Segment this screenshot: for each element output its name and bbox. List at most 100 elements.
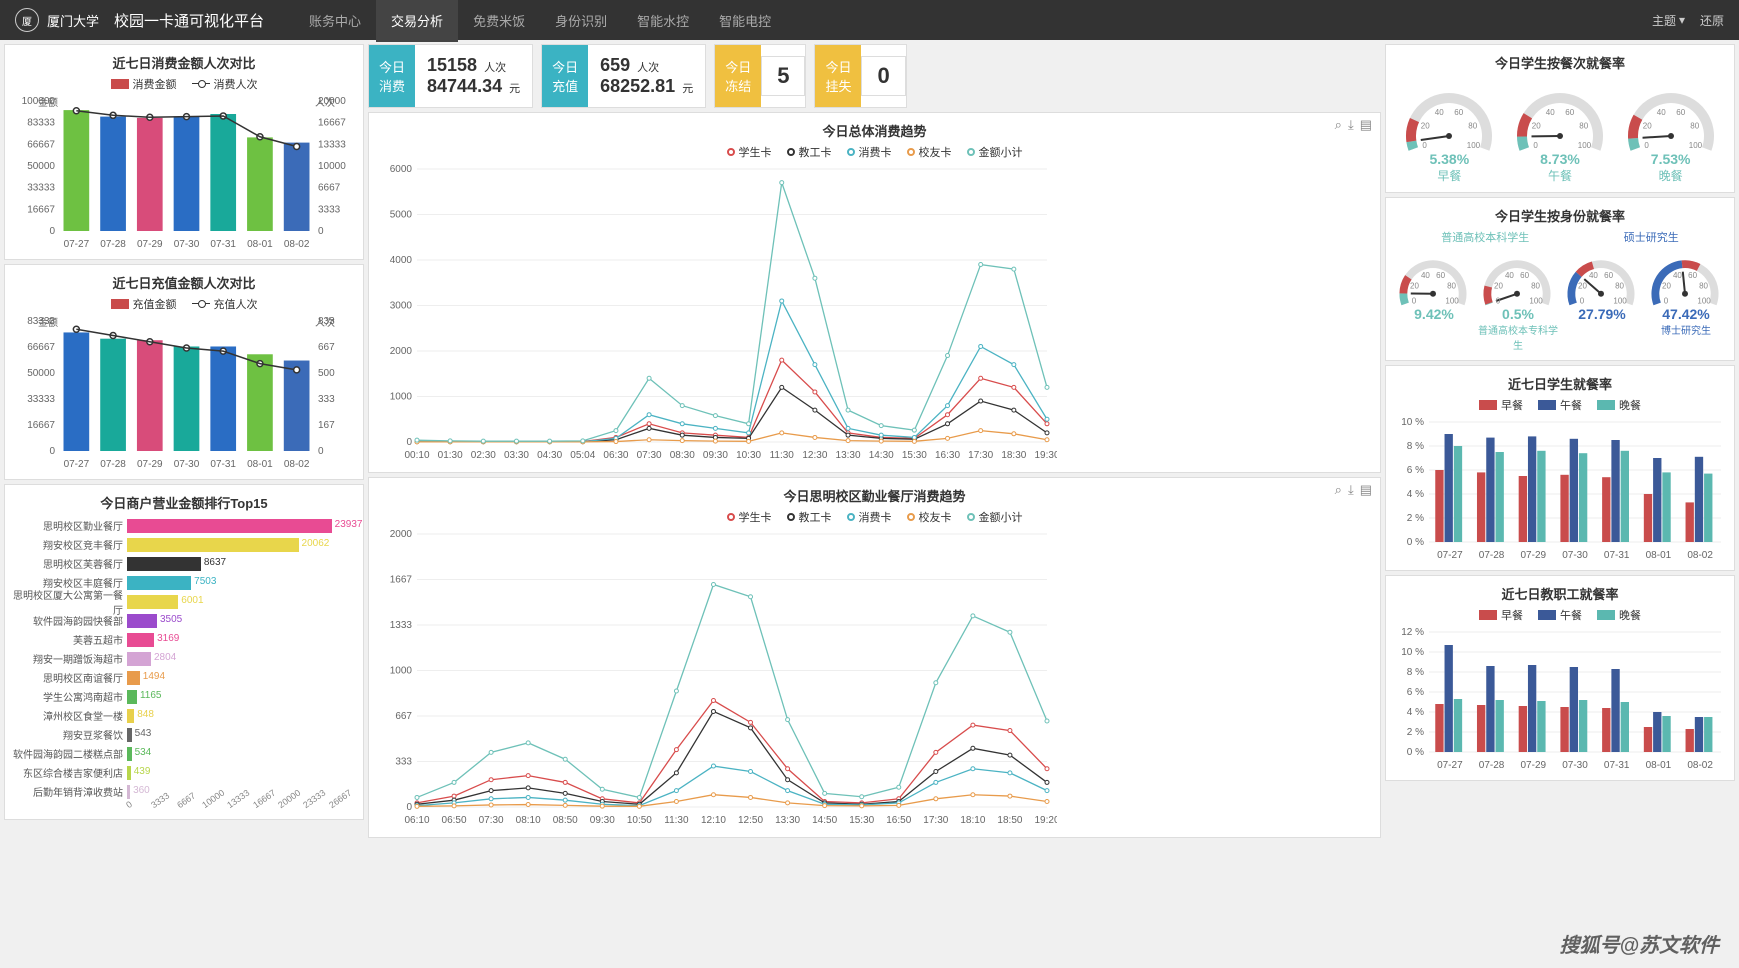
svg-text:07-28: 07-28 <box>100 459 126 470</box>
svg-text:16667: 16667 <box>27 204 55 215</box>
svg-text:02:30: 02:30 <box>471 450 496 461</box>
svg-text:0 %: 0 % <box>1407 537 1424 548</box>
svg-text:6 %: 6 % <box>1407 687 1424 698</box>
svg-text:10000: 10000 <box>318 161 346 172</box>
bar-row: 漳州校区食堂一楼848 <box>13 706 355 725</box>
svg-text:333: 333 <box>395 757 412 768</box>
panel-title: 今日学生按餐次就餐率 <box>1394 53 1726 72</box>
svg-text:0: 0 <box>1580 297 1585 306</box>
bar-row: 软件园海韵园快餐部3505 <box>13 611 355 630</box>
stat-badge: 今日挂失 <box>815 45 861 107</box>
panel-title: 近七日教职工就餐率 <box>1394 584 1726 603</box>
svg-text:08:50: 08:50 <box>553 815 578 826</box>
gauge: 0204060801000.5%普通高校本专科学生 <box>1478 247 1558 352</box>
svg-text:100: 100 <box>1578 141 1592 150</box>
svg-text:20: 20 <box>1532 121 1541 130</box>
panel-student-7day: 近七日学生就餐率 早餐午餐晚餐 0 %2 %4 %6 %8 %10 %07-27… <box>1385 365 1735 571</box>
restore-button[interactable]: 还原 <box>1700 12 1724 29</box>
list-icon[interactable]: ▤ <box>1360 482 1372 498</box>
svg-text:0 %: 0 % <box>1407 747 1424 758</box>
svg-text:07-27: 07-27 <box>64 459 90 470</box>
svg-text:06:50: 06:50 <box>442 815 467 826</box>
svg-text:金额: 金额 <box>38 316 58 329</box>
svg-text:07:30: 07:30 <box>637 450 662 461</box>
svg-text:40: 40 <box>1656 108 1665 117</box>
stat-card: 今日冻结5 <box>714 44 806 108</box>
svg-text:08-02: 08-02 <box>1687 550 1713 561</box>
svg-text:07-29: 07-29 <box>137 459 163 470</box>
nav-item[interactable]: 交易分析 <box>376 0 458 42</box>
svg-text:08-01: 08-01 <box>247 239 273 250</box>
list-icon[interactable]: ▤ <box>1360 117 1372 133</box>
gauge: 0204060801005.38%早餐 <box>1399 76 1499 184</box>
panel-title: 今日学生按身份就餐率 <box>1394 206 1726 225</box>
nav-item[interactable]: 免费米饭 <box>458 0 540 42</box>
svg-text:33333: 33333 <box>27 394 55 405</box>
bar-row: 东区综合楼吉家便利店439 <box>13 763 355 782</box>
nav-item[interactable]: 智能电控 <box>704 0 786 42</box>
svg-text:07-31: 07-31 <box>1604 550 1630 561</box>
svg-text:06:10: 06:10 <box>404 815 429 826</box>
svg-text:0: 0 <box>1533 141 1538 150</box>
panel-consume-7day: 近七日消费金额人次对比 消费金额 消费人次 016667333335000066… <box>4 44 364 260</box>
search-icon[interactable]: ⌕ <box>1335 482 1342 498</box>
svg-text:33333: 33333 <box>27 183 55 194</box>
svg-text:08-02: 08-02 <box>284 239 310 250</box>
svg-text:2000: 2000 <box>390 529 413 540</box>
university-name: 厦门大学 <box>47 11 99 30</box>
panel-canteen-trend: ⌕ ⤓ ▤ 今日思明校区勤业餐厅消费趋势 学生卡教工卡消费卡校友卡金额小计 03… <box>368 477 1381 838</box>
svg-text:17:30: 17:30 <box>968 450 993 461</box>
panel-title: 近七日学生就餐率 <box>1394 374 1726 393</box>
nav-item[interactable]: 智能水控 <box>622 0 704 42</box>
svg-text:8 %: 8 % <box>1407 667 1424 678</box>
watermark: 搜狐号@苏文软件 <box>1559 929 1719 958</box>
svg-text:07-30: 07-30 <box>174 239 200 250</box>
svg-text:100: 100 <box>1688 141 1702 150</box>
main-nav: 账务中心交易分析免费米饭身份识别智能水控智能电控 <box>294 0 786 42</box>
svg-text:08-01: 08-01 <box>1646 550 1672 561</box>
svg-text:80: 80 <box>1447 282 1456 291</box>
stat-card: 今日挂失0 <box>814 44 906 108</box>
bar-row: 思明校区厦大公寓第一餐厅6001 <box>13 592 355 611</box>
svg-text:40: 40 <box>1673 271 1682 280</box>
panel-title: 近七日消费金额人次对比 <box>13 53 355 72</box>
svg-text:20: 20 <box>1662 282 1671 291</box>
svg-text:18:10: 18:10 <box>960 815 985 826</box>
svg-text:08-01: 08-01 <box>1646 760 1672 771</box>
bar-row: 学生公寓鸿南超市1165 <box>13 687 355 706</box>
svg-text:100: 100 <box>1529 297 1543 306</box>
bar-row: 思明校区芙蓉餐厅8637 <box>13 554 355 573</box>
svg-text:06:30: 06:30 <box>603 450 628 461</box>
panel-today-trend: ⌕ ⤓ ▤ 今日总体消费趋势 学生卡教工卡消费卡校友卡金额小计 01000200… <box>368 112 1381 473</box>
svg-text:0: 0 <box>318 446 324 457</box>
panel-recharge-7day: 近七日充值金额人次对比 充值金额 充值人次 016667333335000066… <box>4 264 364 480</box>
svg-text:60: 60 <box>1688 271 1697 280</box>
svg-text:1667: 1667 <box>390 574 413 585</box>
svg-text:07-27: 07-27 <box>1437 760 1463 771</box>
svg-text:15:30: 15:30 <box>902 450 927 461</box>
bar-row: 思明校区南谊餐厅1494 <box>13 668 355 687</box>
download-icon[interactable]: ⤓ <box>1348 117 1354 133</box>
svg-text:60: 60 <box>1565 108 1574 117</box>
svg-text:40: 40 <box>1589 271 1598 280</box>
svg-text:16667: 16667 <box>27 420 55 431</box>
svg-text:18:30: 18:30 <box>1001 450 1026 461</box>
search-icon[interactable]: ⌕ <box>1335 117 1342 133</box>
nav-item[interactable]: 身份识别 <box>540 0 622 42</box>
svg-text:100: 100 <box>1613 297 1627 306</box>
svg-text:09:30: 09:30 <box>590 815 615 826</box>
gauge: 02040608010027.79% <box>1562 247 1642 352</box>
gauge: 0204060801008.73%午餐 <box>1510 76 1610 184</box>
theme-dropdown[interactable]: 主题 ▾ <box>1652 12 1685 29</box>
svg-text:0: 0 <box>1644 141 1649 150</box>
svg-text:167: 167 <box>318 420 335 431</box>
svg-text:0: 0 <box>1664 297 1669 306</box>
svg-text:09:30: 09:30 <box>703 450 728 461</box>
svg-text:10:30: 10:30 <box>736 450 761 461</box>
svg-text:04:30: 04:30 <box>537 450 562 461</box>
download-icon[interactable]: ⤓ <box>1348 482 1354 498</box>
panel-title: 近七日充值金额人次对比 <box>13 273 355 292</box>
panel-meal-rate: 今日学生按餐次就餐率 0204060801005.38%早餐0204060801… <box>1385 44 1735 193</box>
svg-text:12 %: 12 % <box>1401 627 1424 638</box>
nav-item[interactable]: 账务中心 <box>294 0 376 42</box>
